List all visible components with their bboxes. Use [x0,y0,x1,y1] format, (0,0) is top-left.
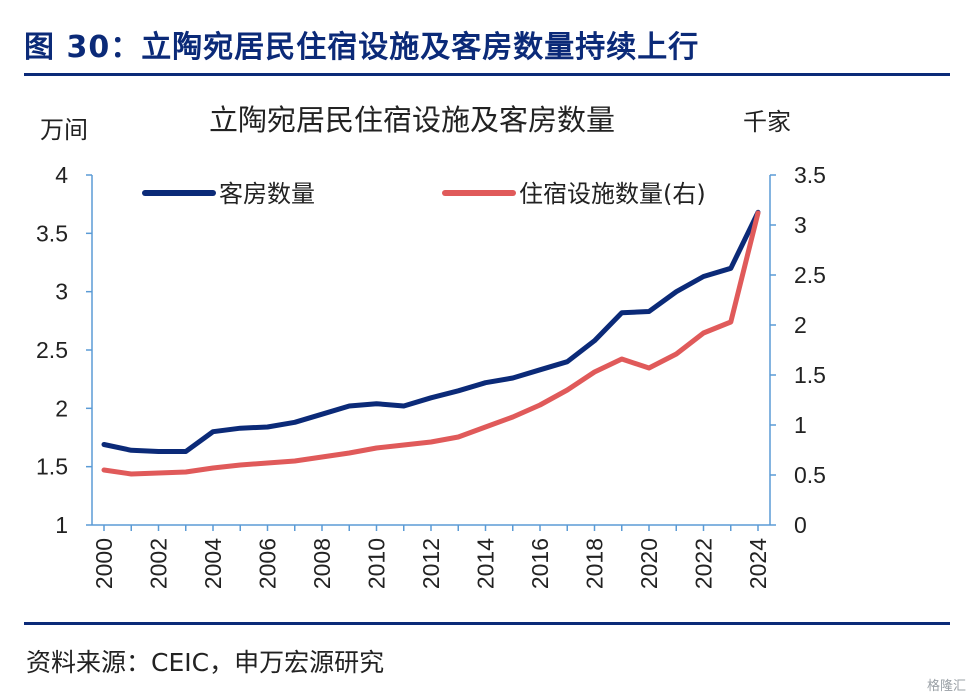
x-axis-tick-label: 2000 [91,538,117,589]
right-axis-tick-label: 3 [794,212,807,238]
x-axis-tick-label: 2014 [473,538,499,589]
left-axis-tick-label: 4 [55,162,68,188]
right-axis-tick-label: 0.5 [794,462,826,488]
right-axis-tick-label: 1 [794,412,807,438]
figure-title: 图 30：立陶宛居民住宿设施及客房数量持续上行 [24,30,700,65]
x-axis-tick-label: 2006 [255,538,281,589]
left-axis-tick-label: 1.5 [36,454,68,480]
x-axis-tick-label: 2010 [364,538,390,589]
right-axis-tick-label: 2.5 [794,262,826,288]
right-axis-unit: 千家 [743,108,791,136]
left-axis-tick-label: 1 [55,512,68,538]
right-axis-tick-label: 2 [794,312,807,338]
legend-label-1: 客房数量 [219,180,315,208]
series-line-2 [101,210,761,477]
x-axis-tick-label: 2020 [636,538,662,589]
right-axis-tick-label: 3.5 [794,162,826,188]
x-axis-tick-label: 2008 [309,538,335,589]
x-axis-tick-label: 2024 [745,538,771,589]
x-axis-tick-label: 2016 [527,538,553,589]
x-axis-tick-label: 2012 [418,538,444,589]
left-axis-unit: 万间 [40,116,88,144]
watermark: 格隆汇 [926,679,966,694]
right-axis-tick-label: 1.5 [794,362,826,388]
title-rule [24,73,950,76]
x-axis-tick-label: 2002 [146,538,172,589]
left-axis-tick-label: 2.5 [36,337,68,363]
chart-title: 立陶宛居民住宿设施及客房数量 [209,103,615,137]
x-axis-tick-label: 2004 [200,538,226,589]
source-note: 资料来源：CEIC，申万宏源研究 [26,648,385,677]
legend-label-2: 住宿设施数量(右) [519,180,706,208]
footer-rule [24,622,950,625]
x-axis-tick-label: 2022 [691,538,717,589]
right-axis-tick-label: 0 [794,512,807,538]
series-line-1 [101,209,761,454]
left-axis-tick-label: 3.5 [36,220,68,246]
x-axis-tick-label: 2018 [582,538,608,589]
left-axis-tick-label: 2 [55,395,68,421]
left-axis-tick-label: 3 [55,279,68,305]
